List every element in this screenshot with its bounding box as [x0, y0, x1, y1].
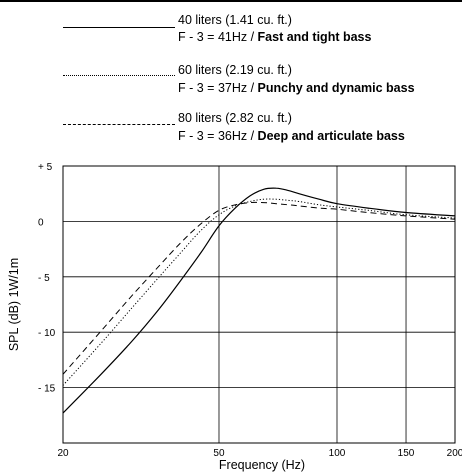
legend-f3-value-40l: F - 3 = 41Hz /: [178, 30, 258, 44]
legend: 40 liters (1.41 cu. ft.) F - 3 = 41Hz / …: [0, 0, 462, 160]
legend-f3-value-60l: F - 3 = 37Hz /: [178, 81, 258, 95]
grid: [62, 165, 456, 443]
y-tick-labels: + 5 0 - 5 - 10 - 15: [38, 162, 56, 395]
legend-line-60l: [63, 75, 175, 76]
legend-f3-value-80l: F - 3 = 36Hz /: [178, 129, 258, 143]
series-layer: [62, 187, 456, 414]
legend-label-60l: 60 liters (2.19 cu. ft.): [178, 63, 292, 77]
legend-f3-desc-60l: Punchy and dynamic bass: [257, 81, 415, 95]
legend-f3-40l: F - 3 = 41Hz / Fast and tight bass: [178, 29, 371, 45]
legend-f3-60l: F - 3 = 37Hz / Punchy and dynamic bass: [178, 80, 415, 96]
legend-f3-desc-40l: Fast and tight bass: [257, 30, 372, 44]
x-tick-label: 20: [57, 448, 69, 459]
y-tick-label: 0: [38, 217, 44, 228]
y-tick-label: - 10: [38, 328, 56, 339]
x-tick-label: 100: [329, 448, 346, 459]
x-axis-title: Frequency (Hz): [219, 458, 305, 472]
legend-label-80l: 80 liters (2.82 cu. ft.): [178, 111, 292, 125]
legend-line-40l: [63, 27, 175, 28]
x-tick-label: 200: [447, 448, 462, 459]
y-tick-label: - 15: [38, 384, 56, 395]
y-tick-label: - 5: [38, 273, 50, 284]
x-tick-label: 150: [398, 448, 415, 459]
series-line-dotted: [62, 198, 456, 386]
y-tick-label: + 5: [38, 162, 53, 173]
x-tick-labels: 20 50 100 150 200: [57, 448, 462, 459]
series-line-solid: [62, 187, 456, 414]
legend-f3-desc-80l: Deep and articulate bass: [257, 129, 405, 143]
series-line-dashed: [62, 201, 456, 375]
x-tick-label: 50: [213, 448, 225, 459]
legend-label-40l: 40 liters (1.41 cu. ft.): [178, 13, 292, 27]
legend-line-80l: [63, 124, 175, 125]
legend-f3-80l: F - 3 = 36Hz / Deep and articulate bass: [178, 128, 405, 144]
y-axis-title: SPL (dB) 1W/1m: [7, 258, 21, 351]
top-rule: [0, 0, 462, 2]
plot-frame: [62, 165, 456, 444]
